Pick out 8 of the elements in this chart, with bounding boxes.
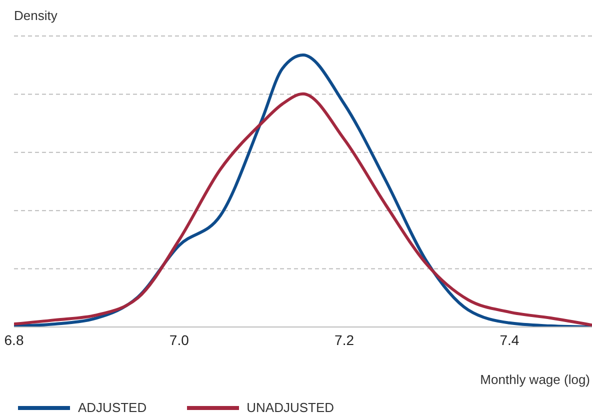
legend-label: ADJUSTED [78, 400, 147, 415]
x-tick-label: 6.8 [4, 332, 24, 348]
x-tick-label: 7.2 [334, 332, 354, 348]
x-tick-label: 7.0 [169, 332, 190, 348]
legend-label: UNADJUSTED [246, 400, 334, 415]
x-axis-title: Monthly wage (log) [480, 372, 590, 387]
y-axis-title: Density [14, 8, 58, 23]
x-tick-label: 7.4 [500, 332, 520, 348]
